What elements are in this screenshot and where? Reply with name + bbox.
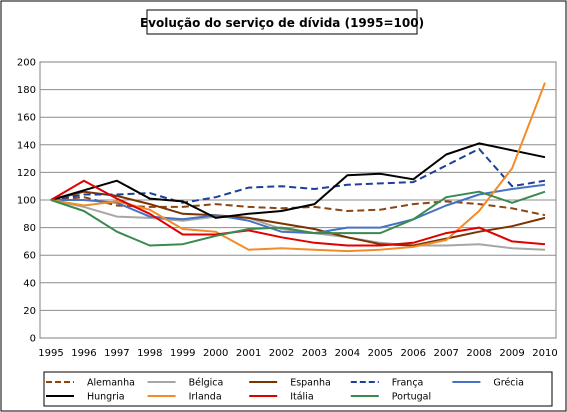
x-tick-label: 1998 <box>137 348 162 359</box>
legend-label: Itália <box>290 392 313 403</box>
series-line-itália <box>50 179 546 247</box>
x-tick-label: 2004 <box>335 348 360 359</box>
y-tick-label: 80 <box>23 223 36 234</box>
x-axis-ticks: 1995 1996 1997 1998 1999 2000 2001 2002 2003 2004… <box>38 348 557 359</box>
x-tick-label: 2002 <box>269 348 294 359</box>
y-tick-label: 20 <box>23 306 36 317</box>
series-line-hungria <box>50 142 546 219</box>
legend-label: Alemanha <box>87 378 135 389</box>
series-line-grécia <box>51 183 546 235</box>
x-tick-label: 2000 <box>203 348 228 359</box>
legend: Alemanha Bélgica Espanha França Grécia Hungri… <box>46 378 524 403</box>
x-tick-label: 2008 <box>466 348 491 359</box>
legend-label: Portugal <box>392 392 431 403</box>
y-tick-label: 160 <box>17 113 36 124</box>
legend-label: Irlanda <box>189 392 222 403</box>
chart-title-box <box>146 9 418 35</box>
series-line-frança <box>50 147 546 204</box>
chart-title: Evolução do serviço de dívida (1995=100) <box>140 16 424 30</box>
y-tick-label: 200 <box>17 58 36 69</box>
y-tick-label: 60 <box>23 251 36 262</box>
series-lines <box>50 82 546 253</box>
x-tick-label: 1997 <box>104 348 129 359</box>
y-tick-label: 0 <box>30 334 36 345</box>
y-tick-label: 40 <box>23 278 36 289</box>
x-tick-label: 1999 <box>170 348 195 359</box>
x-tick-label: 2009 <box>499 348 524 359</box>
y-tick-label: 120 <box>17 168 36 179</box>
x-tick-label: 2006 <box>401 348 426 359</box>
series-line-portugal <box>50 190 546 247</box>
grid-lines <box>40 89 556 311</box>
legend-label: Bélgica <box>189 378 224 389</box>
x-tick-label: 2007 <box>433 348 458 359</box>
legend-label: Grécia <box>493 378 524 389</box>
y-tick-label: 100 <box>17 196 36 207</box>
legend-label: Espanha <box>290 378 331 389</box>
x-tick-label: 1995 <box>38 348 63 359</box>
y-tick-label: 180 <box>17 85 36 96</box>
x-tick-label: 2005 <box>368 348 393 359</box>
y-tick-label: 140 <box>17 140 36 151</box>
y-axis-ticks: 0 20 40 60 80 100 120 140 160 180 200 <box>17 58 36 345</box>
legend-label: França <box>392 378 424 389</box>
x-tick-label: 2003 <box>302 348 327 359</box>
x-tick-label: 2001 <box>236 348 261 359</box>
x-tick-label: 2010 <box>532 348 557 359</box>
legend-label: Hungria <box>87 392 125 403</box>
legend-box <box>43 371 553 407</box>
x-tick-label: 1996 <box>71 348 96 359</box>
series-line-espanha <box>50 190 546 247</box>
